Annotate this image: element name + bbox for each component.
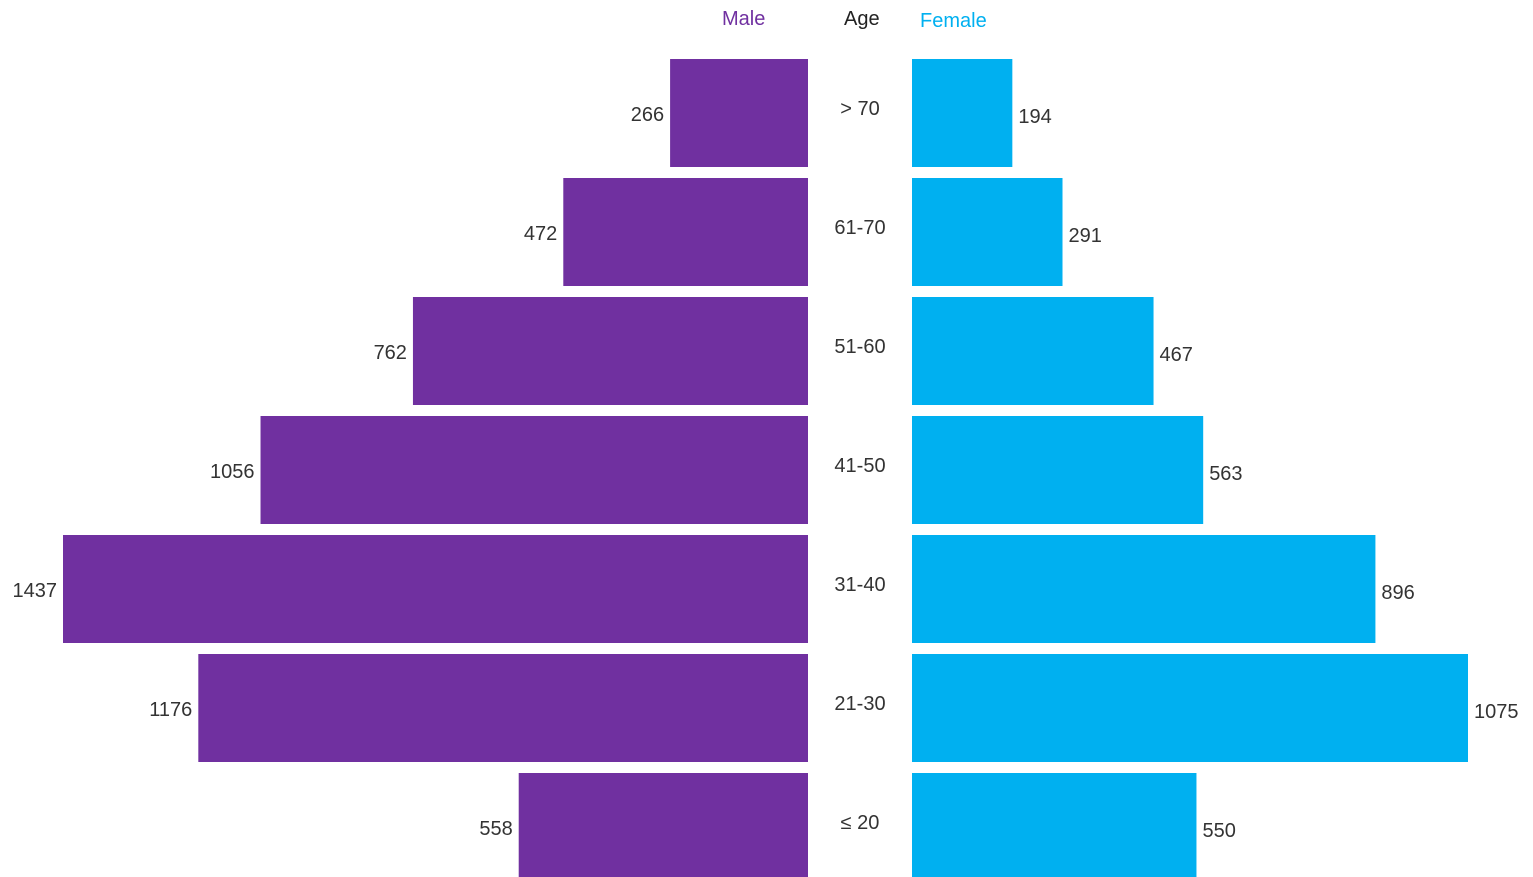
- female-bar: [912, 773, 1197, 877]
- age-category-label: 31-40: [834, 574, 885, 596]
- male-value-label: 1056: [210, 461, 255, 483]
- female-value-label: 194: [1018, 106, 1051, 128]
- male-bar: [63, 535, 808, 643]
- male-value-label: 1176: [149, 699, 192, 721]
- female-value-label: 896: [1381, 582, 1414, 604]
- male-value-label: 266: [631, 104, 664, 126]
- male-bar: [412, 297, 808, 405]
- female-value-label: 563: [1209, 463, 1242, 485]
- female-bar: [912, 654, 1468, 762]
- female-value-label: 467: [1160, 344, 1193, 366]
- female-bar: [912, 59, 1013, 167]
- female-value-label: 1075: [1474, 701, 1519, 723]
- age-category-label: 61-70: [834, 217, 885, 239]
- male-bar: [563, 178, 808, 286]
- male-bar: [260, 416, 808, 524]
- female-bar: [912, 178, 1063, 286]
- age-category-label: 21-30: [834, 693, 885, 715]
- age-category-label: > 70: [840, 98, 879, 120]
- female-value-label: 291: [1069, 225, 1102, 247]
- male-bar: [198, 654, 808, 762]
- male-value-label: 558: [479, 818, 512, 840]
- female-bar: [912, 297, 1154, 405]
- male-value-label: 762: [374, 342, 407, 364]
- age-category-label: 51-60: [834, 336, 885, 358]
- male-bar: [518, 773, 808, 877]
- age-category-label: 41-50: [834, 455, 885, 477]
- age-header: Age: [844, 8, 880, 30]
- male-bar: [670, 59, 808, 167]
- female-bar: [912, 416, 1204, 524]
- female-bar: [912, 535, 1376, 643]
- female-header: Female: [920, 10, 987, 32]
- female-value-label: 550: [1202, 820, 1235, 842]
- age-category-label: ≤ 20: [841, 812, 880, 834]
- male-value-label: 472: [524, 223, 557, 245]
- male-value-label: 1437: [13, 580, 58, 602]
- male-header: Male: [722, 8, 766, 30]
